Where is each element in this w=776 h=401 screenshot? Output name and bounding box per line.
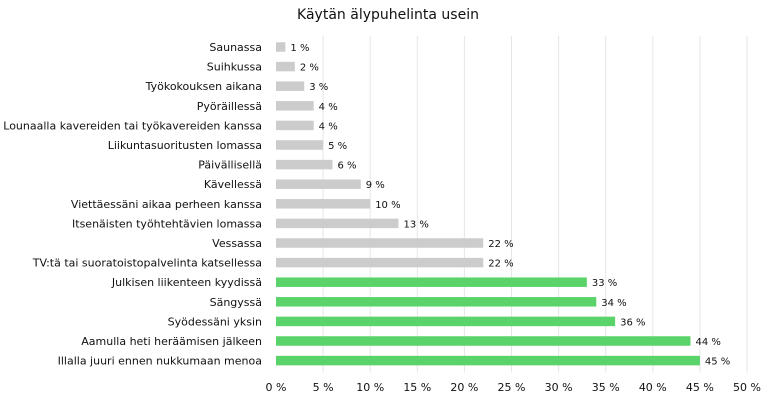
x-tick-label: 45 % xyxy=(686,381,714,394)
category-label: Aamulla heti heräämisen jälkeen xyxy=(81,335,262,348)
x-tick-label: 0 % xyxy=(266,381,287,394)
data-label: 34 % xyxy=(601,298,626,309)
data-label: 45 % xyxy=(705,357,730,368)
category-label: Saunassa xyxy=(209,41,262,54)
bar xyxy=(276,355,700,366)
data-label: 10 % xyxy=(375,200,400,211)
data-label: 6 % xyxy=(338,161,357,172)
bar xyxy=(276,218,399,229)
bar xyxy=(276,42,286,52)
x-tick-label: 25 % xyxy=(498,381,526,394)
x-tick-label: 40 % xyxy=(639,381,667,394)
bar xyxy=(276,297,597,307)
category-label: Suihkussa xyxy=(207,61,262,74)
data-label: 3 % xyxy=(309,82,328,93)
x-tick-label: 5 % xyxy=(313,381,334,394)
x-tick-label: 15 % xyxy=(403,381,431,394)
category-label: Julkisen liikenteen kyydissä xyxy=(111,276,262,289)
bar xyxy=(276,199,371,209)
bar xyxy=(276,257,484,268)
data-label: 33 % xyxy=(592,278,617,289)
bar xyxy=(276,81,305,91)
x-tick-label: 50 % xyxy=(733,381,761,394)
bar xyxy=(276,159,333,170)
data-label: 44 % xyxy=(695,337,720,348)
category-label: Sängyssä xyxy=(210,296,262,309)
category-label: Illalla juuri ennen nukkumaan menoa xyxy=(58,355,262,368)
category-label: TV:tä tai suoratoistopalvelinta katselle… xyxy=(32,257,262,270)
category-label: Itsenäisten työhtehtävien lomassa xyxy=(72,217,262,230)
data-label: 36 % xyxy=(620,317,645,328)
chart-title: Käytän älypuhelinta usein xyxy=(297,7,479,23)
bar xyxy=(276,238,484,248)
x-tick-label: 10 % xyxy=(356,381,384,394)
bar xyxy=(276,101,314,111)
bar xyxy=(276,120,314,131)
x-tick-label: 20 % xyxy=(450,381,478,394)
bar xyxy=(276,277,587,287)
data-label: 5 % xyxy=(328,141,347,152)
bar xyxy=(276,336,691,346)
data-label: 4 % xyxy=(319,121,338,132)
bar xyxy=(276,140,324,150)
category-label: Syödessäni yksin xyxy=(168,315,262,328)
category-label: Liikuntasuoritusten lomassa xyxy=(108,139,262,152)
data-label: 4 % xyxy=(319,102,338,113)
category-label: Viettäessäni aikaa perheen kanssa xyxy=(71,198,262,211)
x-tick-label: 35 % xyxy=(592,381,620,394)
bar xyxy=(276,316,616,327)
bar xyxy=(276,179,361,189)
data-label: 22 % xyxy=(488,239,513,250)
data-label: 13 % xyxy=(403,219,428,230)
bar xyxy=(276,61,295,72)
data-label: 22 % xyxy=(488,259,513,270)
x-tick-label: 30 % xyxy=(545,381,573,394)
category-label: Vessassa xyxy=(212,237,262,250)
category-label: Työkokouksen aikana xyxy=(145,80,262,93)
category-label: Lounaalla kavereiden tai työkavereiden k… xyxy=(3,119,262,132)
data-label: 9 % xyxy=(366,180,385,191)
data-label: 2 % xyxy=(300,63,319,74)
data-label: 1 % xyxy=(290,43,309,54)
category-label: Kävellessä xyxy=(204,178,262,191)
category-label: Päivällisellä xyxy=(198,159,262,172)
category-label: Pyöräillessä xyxy=(197,100,262,113)
